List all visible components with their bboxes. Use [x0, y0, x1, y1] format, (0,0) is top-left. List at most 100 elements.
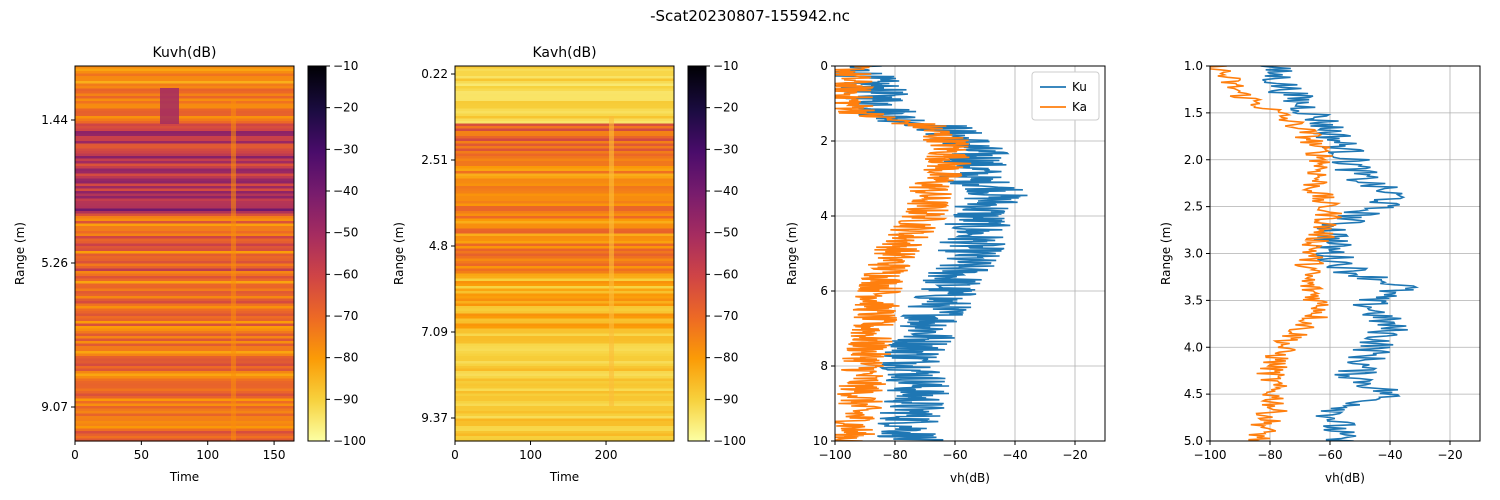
heatmap-band	[75, 131, 294, 135]
heatmap-band	[455, 413, 674, 417]
x-tick-label: 200	[595, 448, 618, 462]
heatmap-band	[75, 203, 294, 207]
y-tick-label: 10	[813, 434, 828, 448]
heatmap-band	[455, 278, 674, 282]
heatmap-band	[455, 236, 674, 240]
heatmap-band	[75, 81, 294, 85]
heatmap-band	[455, 291, 674, 295]
heatmap-band	[75, 161, 294, 165]
heatmap-band	[455, 276, 674, 280]
heatmap-band	[455, 173, 674, 177]
legend-label: Ka	[1072, 100, 1087, 114]
x-tick-label: 0	[451, 448, 459, 462]
x-tick-label: −20	[1437, 448, 1462, 462]
heatmap-band	[455, 191, 674, 195]
heatmap-band	[455, 296, 674, 300]
heatmap-band	[455, 66, 674, 70]
heatmap-band	[455, 78, 674, 82]
streak	[231, 100, 236, 441]
heatmap-band	[455, 91, 674, 95]
colorbar-tick-label: −90	[713, 392, 738, 406]
heatmap-band	[455, 418, 674, 422]
heatmap-band	[75, 216, 294, 220]
colorbar-tick-label: −40	[333, 184, 358, 198]
heatmap-band	[455, 431, 674, 435]
axes-title: Kuvh(dB)	[153, 45, 217, 61]
heatmap-band	[75, 138, 294, 142]
heatmap-band	[75, 333, 294, 337]
colorbar-tick-label: −80	[333, 351, 358, 365]
heatmap-band	[75, 201, 294, 205]
heatmap-band	[75, 136, 294, 140]
heatmap-band	[75, 266, 294, 270]
heatmap-band	[455, 228, 674, 232]
colorbar-tick-label: −20	[333, 101, 358, 115]
heatmap-band	[75, 178, 294, 182]
heatmap-band	[75, 378, 294, 382]
colorbar-tick-label: −60	[333, 267, 358, 281]
heatmap-band	[455, 306, 674, 310]
series-line-ka	[1210, 66, 1342, 441]
y-tick-label: 3.5	[1184, 293, 1203, 307]
heatmap-band	[75, 68, 294, 72]
y-axis-label: Range (m)	[785, 222, 799, 285]
heatmap-band	[455, 108, 674, 112]
heatmap-band	[455, 386, 674, 390]
y-tick-label: 5.26	[41, 256, 68, 270]
heatmap-band	[75, 71, 294, 75]
heatmap-band	[75, 418, 294, 422]
heatmap-band	[75, 438, 294, 442]
heatmap-band	[75, 293, 294, 297]
heatmap-band	[75, 103, 294, 107]
heatmap-band	[455, 113, 674, 117]
y-tick-label: 4	[820, 209, 828, 223]
heatmap-band	[75, 218, 294, 222]
heatmap-band	[455, 353, 674, 357]
heatmap-band	[455, 436, 674, 440]
heatmap-band	[455, 313, 674, 317]
heatmap-band	[455, 433, 674, 437]
heatmap-band	[455, 366, 674, 370]
heatmap-band	[75, 198, 294, 202]
colorbar-tick-label: −70	[713, 309, 738, 323]
heatmap-band	[75, 88, 294, 92]
heatmap-band	[455, 186, 674, 190]
x-tick-label: 100	[196, 448, 219, 462]
heatmap-image	[75, 66, 294, 442]
heatmap-band	[75, 338, 294, 342]
heatmap-band	[455, 281, 674, 285]
heatmap-band	[75, 273, 294, 277]
heatmap-band	[75, 391, 294, 395]
heatmap-band	[75, 386, 294, 390]
heatmap-band	[75, 341, 294, 345]
streak	[609, 116, 614, 406]
x-tick-label: −80	[1257, 448, 1282, 462]
heatmap-band	[75, 298, 294, 302]
heatmap-band	[455, 286, 674, 290]
axes-frame	[834, 65, 1106, 442]
heatmap-band	[455, 93, 674, 97]
heatmap-band	[455, 416, 674, 420]
heatmap-band	[75, 363, 294, 367]
heatmap-band	[75, 283, 294, 287]
heatmap-band	[455, 81, 674, 85]
heatmap-band	[455, 383, 674, 387]
heatmap-band	[455, 128, 674, 132]
heatmap-band	[75, 401, 294, 405]
heatmap-band	[455, 103, 674, 107]
y-axis-label: Range (m)	[13, 222, 27, 285]
heatmap-band	[75, 153, 294, 157]
heatmap-band	[75, 188, 294, 192]
heatmap-band	[75, 348, 294, 352]
heatmap-band	[75, 408, 294, 412]
heatmap-band	[75, 428, 294, 432]
heatmap-band	[75, 343, 294, 347]
heatmap-band	[455, 408, 674, 412]
heatmap-band	[455, 298, 674, 302]
heatmap-band	[75, 246, 294, 250]
heatmap-band	[75, 426, 294, 430]
heatmap-band	[75, 336, 294, 340]
heatmap-band	[75, 308, 294, 312]
heatmap-band	[75, 226, 294, 230]
heatmap-band	[455, 188, 674, 192]
